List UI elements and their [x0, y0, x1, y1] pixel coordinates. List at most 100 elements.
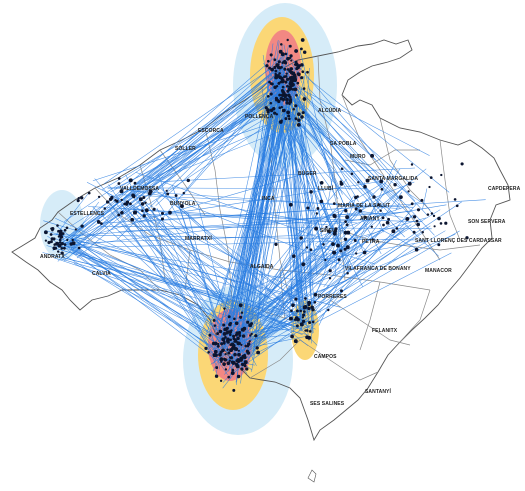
location-point: [229, 333, 232, 337]
flow-line: [121, 204, 248, 327]
location-point: [319, 199, 324, 204]
location-point: [287, 93, 291, 98]
location-point: [230, 342, 235, 347]
location-point: [132, 194, 136, 199]
location-point: [246, 351, 251, 355]
location-point: [313, 301, 317, 304]
location-point: [277, 60, 281, 64]
location-point: [226, 361, 231, 366]
flow-line: [70, 83, 262, 244]
location-point: [379, 209, 382, 212]
location-point: [238, 303, 243, 308]
flow-line: [285, 86, 383, 209]
location-point: [289, 54, 293, 58]
location-point: [331, 242, 335, 247]
location-point: [166, 192, 170, 196]
location-point: [214, 374, 219, 378]
flow-line: [224, 242, 360, 344]
flow-line: [280, 84, 364, 185]
location-point: [229, 321, 233, 325]
location-point: [180, 204, 184, 209]
flow-line: [62, 241, 333, 249]
flow-line: [214, 69, 286, 347]
location-point: [319, 180, 324, 185]
location-point: [56, 224, 59, 227]
location-point: [278, 120, 283, 124]
location-point: [119, 189, 124, 194]
flow-line: [299, 103, 382, 255]
location-point: [160, 217, 165, 221]
location-point: [314, 226, 319, 231]
location-point: [297, 118, 301, 122]
location-point: [280, 89, 285, 93]
location-point: [333, 229, 337, 233]
location-point: [345, 223, 349, 227]
flow-line: [308, 88, 428, 216]
location-point: [301, 262, 306, 267]
label-sa-pobla: SA POBLA: [330, 141, 357, 147]
flow-line: [251, 90, 301, 372]
location-point: [213, 324, 217, 327]
location-point: [212, 318, 216, 322]
location-point: [243, 361, 247, 365]
flow-line: [157, 192, 351, 269]
location-point: [421, 231, 424, 234]
flow-line: [135, 171, 337, 244]
location-point: [416, 208, 421, 212]
location-point: [277, 99, 281, 104]
flow-line: [53, 257, 232, 318]
flow-line: [155, 198, 237, 321]
location-point: [244, 344, 248, 348]
location-point: [343, 237, 348, 242]
location-point: [222, 331, 227, 336]
location-point: [343, 230, 348, 235]
location-point: [295, 67, 299, 71]
flow-line: [164, 87, 286, 171]
location-point: [248, 323, 253, 328]
location-point: [353, 239, 357, 242]
location-point: [280, 43, 283, 46]
location-point: [300, 76, 304, 80]
location-point: [117, 213, 121, 217]
flow-line: [222, 57, 281, 353]
location-point: [222, 362, 226, 366]
location-point: [282, 91, 286, 95]
location-point: [310, 305, 314, 310]
location-point: [208, 333, 212, 337]
label-andratx: ANDRATX: [40, 254, 65, 260]
location-point: [280, 105, 284, 109]
flow-line: [62, 244, 224, 321]
location-point: [407, 190, 410, 193]
location-point: [265, 64, 269, 68]
location-point: [213, 341, 218, 346]
flow-line: [149, 67, 296, 196]
location-point: [212, 353, 217, 358]
location-point: [234, 347, 239, 352]
location-point: [130, 217, 135, 222]
flow-line: [289, 77, 411, 184]
flow-line: [92, 206, 238, 342]
flow-line: [71, 211, 412, 237]
location-point: [286, 110, 290, 115]
location-point: [327, 308, 330, 312]
location-point: [286, 38, 289, 42]
flow-line: [228, 80, 281, 328]
flow-line: [290, 75, 304, 311]
location-point: [77, 246, 81, 250]
label-estellencs: ESTELLENCS: [70, 211, 105, 217]
location-point: [343, 247, 347, 251]
location-point: [269, 108, 274, 113]
location-point: [254, 334, 258, 338]
flow-line: [326, 169, 335, 210]
location-point: [148, 191, 152, 196]
label-soller: SÓLLER: [175, 144, 196, 152]
flow-line: [282, 106, 294, 333]
location-point: [350, 172, 354, 176]
location-point: [215, 366, 219, 370]
location-point: [58, 238, 62, 242]
flow-line: [242, 291, 308, 347]
location-point: [100, 222, 103, 225]
location-point: [219, 379, 223, 382]
location-point: [286, 84, 289, 88]
flow-line: [363, 182, 384, 233]
